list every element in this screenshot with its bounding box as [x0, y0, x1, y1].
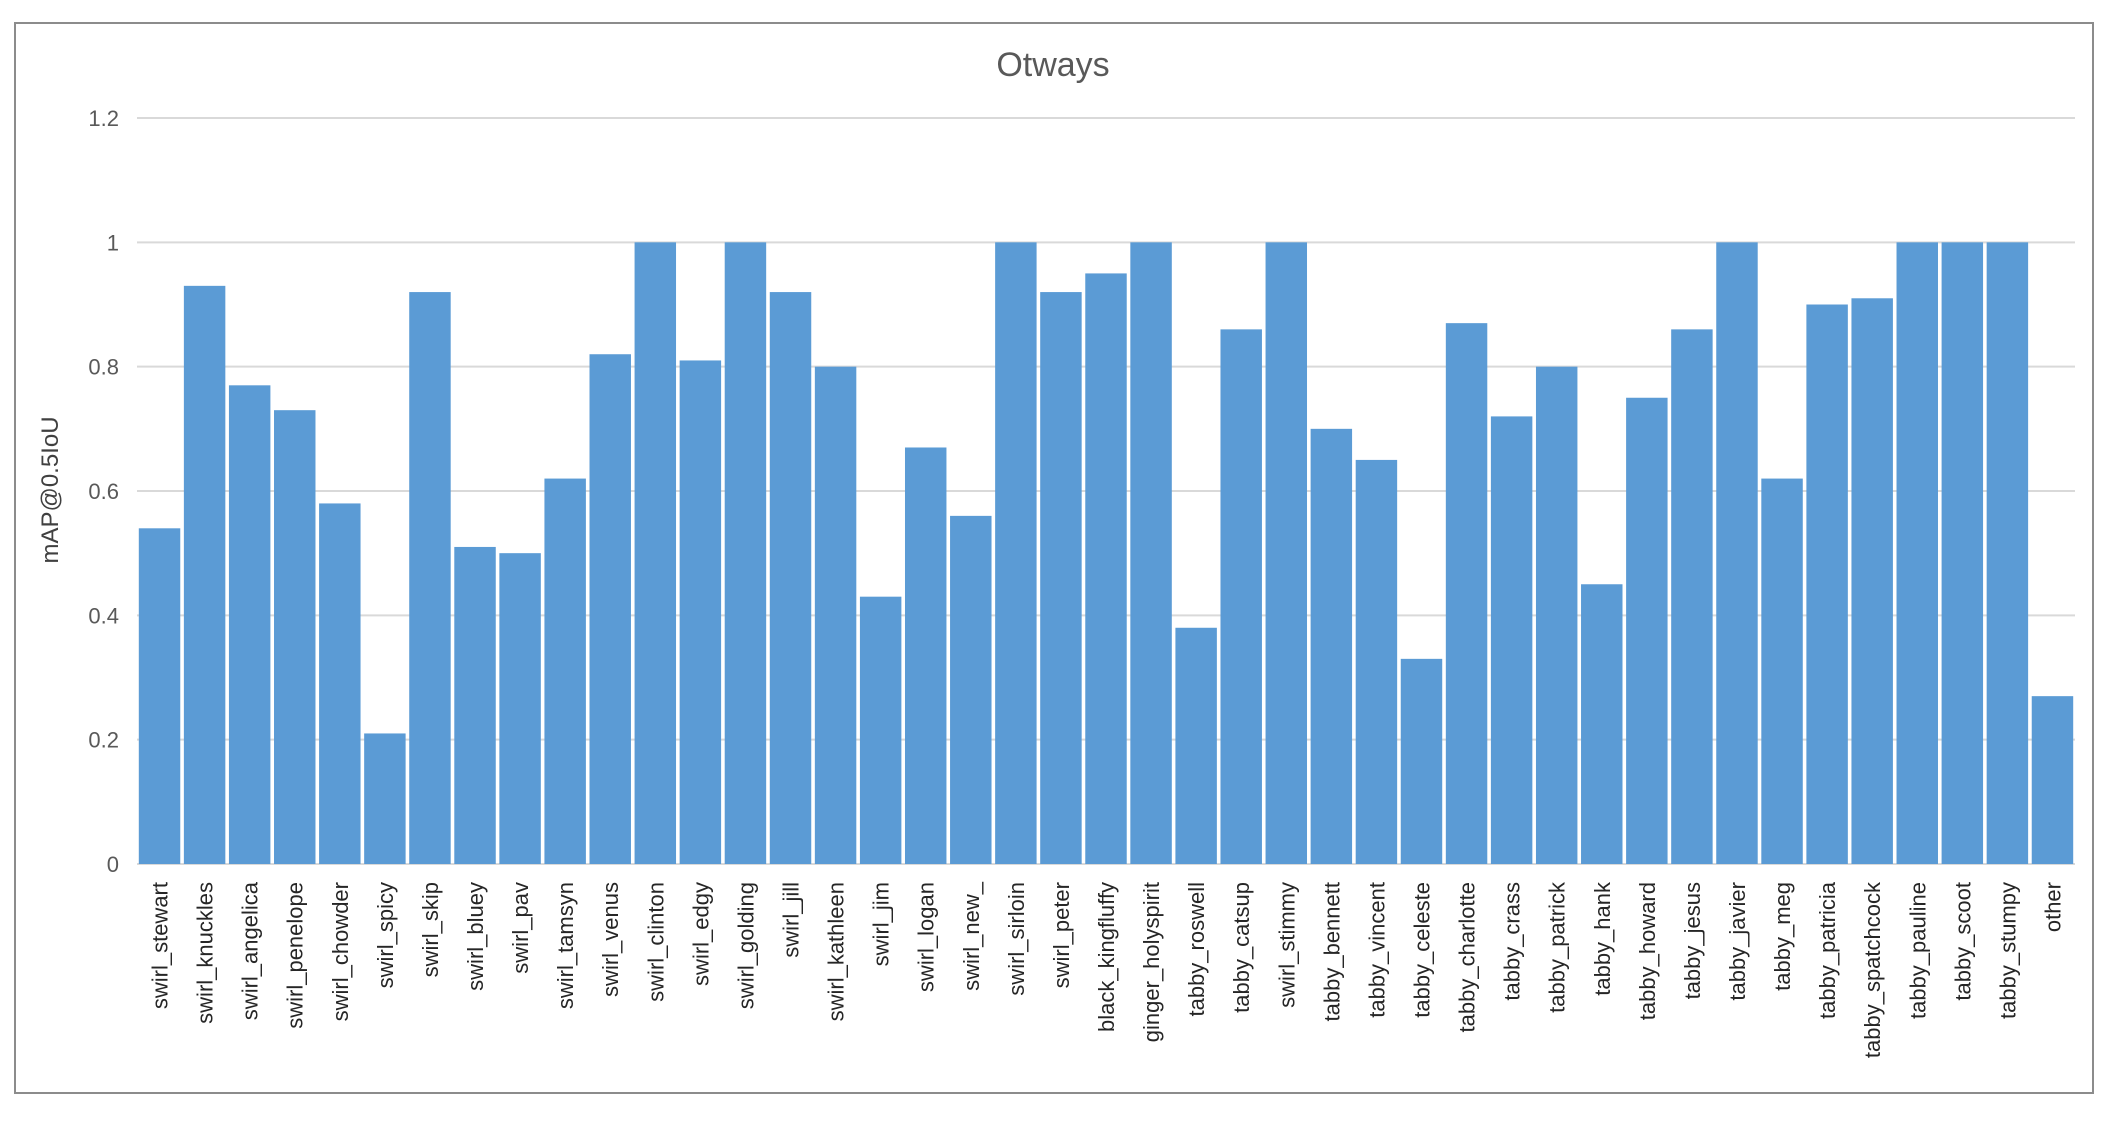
bar-tabby_vincent [1355, 459, 1398, 864]
x-category-label: swirl_sirloin [1004, 882, 1029, 996]
y-tick-label: 1 [107, 230, 119, 255]
bar-swirl_bluey [454, 546, 496, 864]
bar-tabby_celeste [1400, 658, 1443, 864]
bar-tabby_spatchcock [1851, 298, 1893, 864]
bar-swirl_spicy [364, 733, 406, 864]
bar-tabby_howard [1626, 397, 1668, 864]
y-tick-label: 0.8 [88, 355, 119, 380]
bar-tabby_jesus [1671, 329, 1713, 864]
x-category-label: tabby_javier [1725, 882, 1750, 1001]
x-category-label: tabby_crass [1500, 882, 1525, 1001]
x-category-label: swirl_chowder [328, 882, 353, 1021]
bar-tabby_stumpy [1986, 242, 2029, 865]
x-category-label: tabby_charlotte [1455, 882, 1480, 1032]
bar-tabby_roswell [1175, 627, 1217, 864]
y-tick-label: 1.2 [88, 106, 119, 131]
bar-tabby_javier [1716, 242, 1758, 865]
x-category-label: swirl_jim [869, 882, 894, 966]
x-category-label: tabby_patrick [1545, 881, 1570, 1013]
bar-tabby_charlotte [1445, 323, 1488, 864]
x-category-label: swirl_angelica [238, 881, 263, 1020]
bar-swirl_logan [904, 447, 947, 864]
bar-swirl_edgy [679, 360, 722, 864]
bar-tabby_hank [1581, 584, 1623, 864]
y-tick-label: 0 [107, 852, 119, 877]
bar-tabby_patrick [1535, 366, 1578, 864]
bar-swirl_new_ [950, 515, 992, 864]
x-category-label: tabby_howard [1635, 882, 1660, 1020]
bar-tabby_catsup [1220, 329, 1262, 864]
bar-tabby_patricia [1806, 304, 1848, 864]
x-category-label: swirl_bluey [463, 882, 488, 991]
x-category-label: swirl_jill [779, 882, 804, 958]
bar-swirl_stewart [138, 528, 181, 864]
x-category-label: tabby_spatchcock [1860, 881, 1885, 1058]
bar-other [2031, 696, 2074, 864]
x-axis-labels: swirl_stewart swirl_knuckles swirl_angelic… [148, 881, 2066, 1058]
x-category-label: tabby_jesus [1680, 882, 1705, 999]
bar-swirl_jim [859, 596, 902, 864]
chart-title: Otways [996, 46, 1109, 84]
x-category-label: swirl_skip [418, 882, 443, 977]
bar-swirl_sirloin [995, 242, 1037, 865]
x-category-label: swirl_spicy [373, 882, 398, 988]
x-category-label: swirl_penelope [283, 882, 308, 1029]
bar-ginger_holyspirit [1130, 242, 1172, 865]
bar-tabby_scoot [1941, 242, 1984, 865]
x-category-label: tabby_patricia [1815, 881, 1840, 1019]
bar-swirl_tamsyn [544, 478, 586, 864]
x-category-label: tabby_catsup [1229, 882, 1254, 1013]
x-category-label: tabby_meg [1770, 882, 1795, 991]
bar-swirl_stimmy [1265, 242, 1308, 865]
y-tick-label: 0.2 [88, 728, 119, 753]
x-category-label: swirl_golding [733, 882, 758, 1009]
y-tick-label: 0.4 [88, 603, 119, 628]
bar-swirl_golding [724, 242, 767, 865]
x-category-label: other [2040, 882, 2065, 932]
bar-swirl_skip [409, 292, 451, 865]
y-axis-title: mAP@0.5IoU [37, 416, 64, 563]
x-category-label: swirl_new_ [959, 881, 984, 991]
bar-swirl_pav [499, 553, 541, 864]
x-category-label: swirl_edgy [688, 882, 713, 986]
x-category-label: tabby_scoot [1950, 882, 1975, 1001]
x-category-label: tabby_roswell [1184, 882, 1209, 1017]
x-category-label: swirl_peter [1049, 882, 1074, 988]
bar-swirl_penelope [274, 410, 316, 864]
bar-swirl_clinton [634, 242, 677, 865]
x-category-label: swirl_kathleen [824, 882, 849, 1021]
bar-tabby_meg [1761, 478, 1803, 864]
x-category-label: tabby_stumpy [1995, 882, 2020, 1019]
bar-swirl_angelica [228, 385, 271, 864]
x-category-label: black_kingfluffy [1094, 882, 1119, 1032]
bars [138, 242, 2074, 865]
x-category-label: swirl_stimmy [1274, 882, 1299, 1008]
x-category-label: swirl_logan [914, 882, 939, 992]
x-category-label: tabby_bennett [1319, 882, 1344, 1021]
bar-black_kingfluffy [1085, 273, 1127, 865]
bar-swirl_venus [589, 354, 631, 864]
x-category-label: tabby_celeste [1409, 882, 1434, 1018]
x-category-label: tabby_vincent [1364, 882, 1389, 1018]
x-category-label: tabby_hank [1590, 881, 1615, 996]
bar-swirl_kathleen [814, 366, 857, 864]
bar-swirl_knuckles [183, 285, 226, 865]
x-category-label: swirl_knuckles [193, 882, 218, 1024]
bar-swirl_peter [1040, 292, 1082, 865]
x-category-label: swirl_pav [508, 882, 533, 974]
x-category-label: swirl_stewart [148, 882, 173, 1009]
bar-tabby_pauline [1896, 242, 1938, 865]
bar-swirl_jill [769, 292, 812, 865]
x-category-label: ginger_holyspirit [1139, 882, 1164, 1042]
bar-tabby_crass [1490, 416, 1533, 864]
x-category-label: swirl_tamsyn [553, 882, 578, 1009]
x-category-label: swirl_clinton [643, 882, 668, 1002]
bar-swirl_chowder [319, 503, 361, 864]
x-category-label: tabby_pauline [1905, 882, 1930, 1019]
x-category-label: swirl_venus [598, 882, 623, 997]
y-axis-ticks: 0 0.2 0.4 0.6 0.8 1 1.2 [88, 106, 119, 877]
y-tick-label: 0.6 [88, 479, 119, 504]
bar-tabby_bennett [1310, 428, 1353, 864]
